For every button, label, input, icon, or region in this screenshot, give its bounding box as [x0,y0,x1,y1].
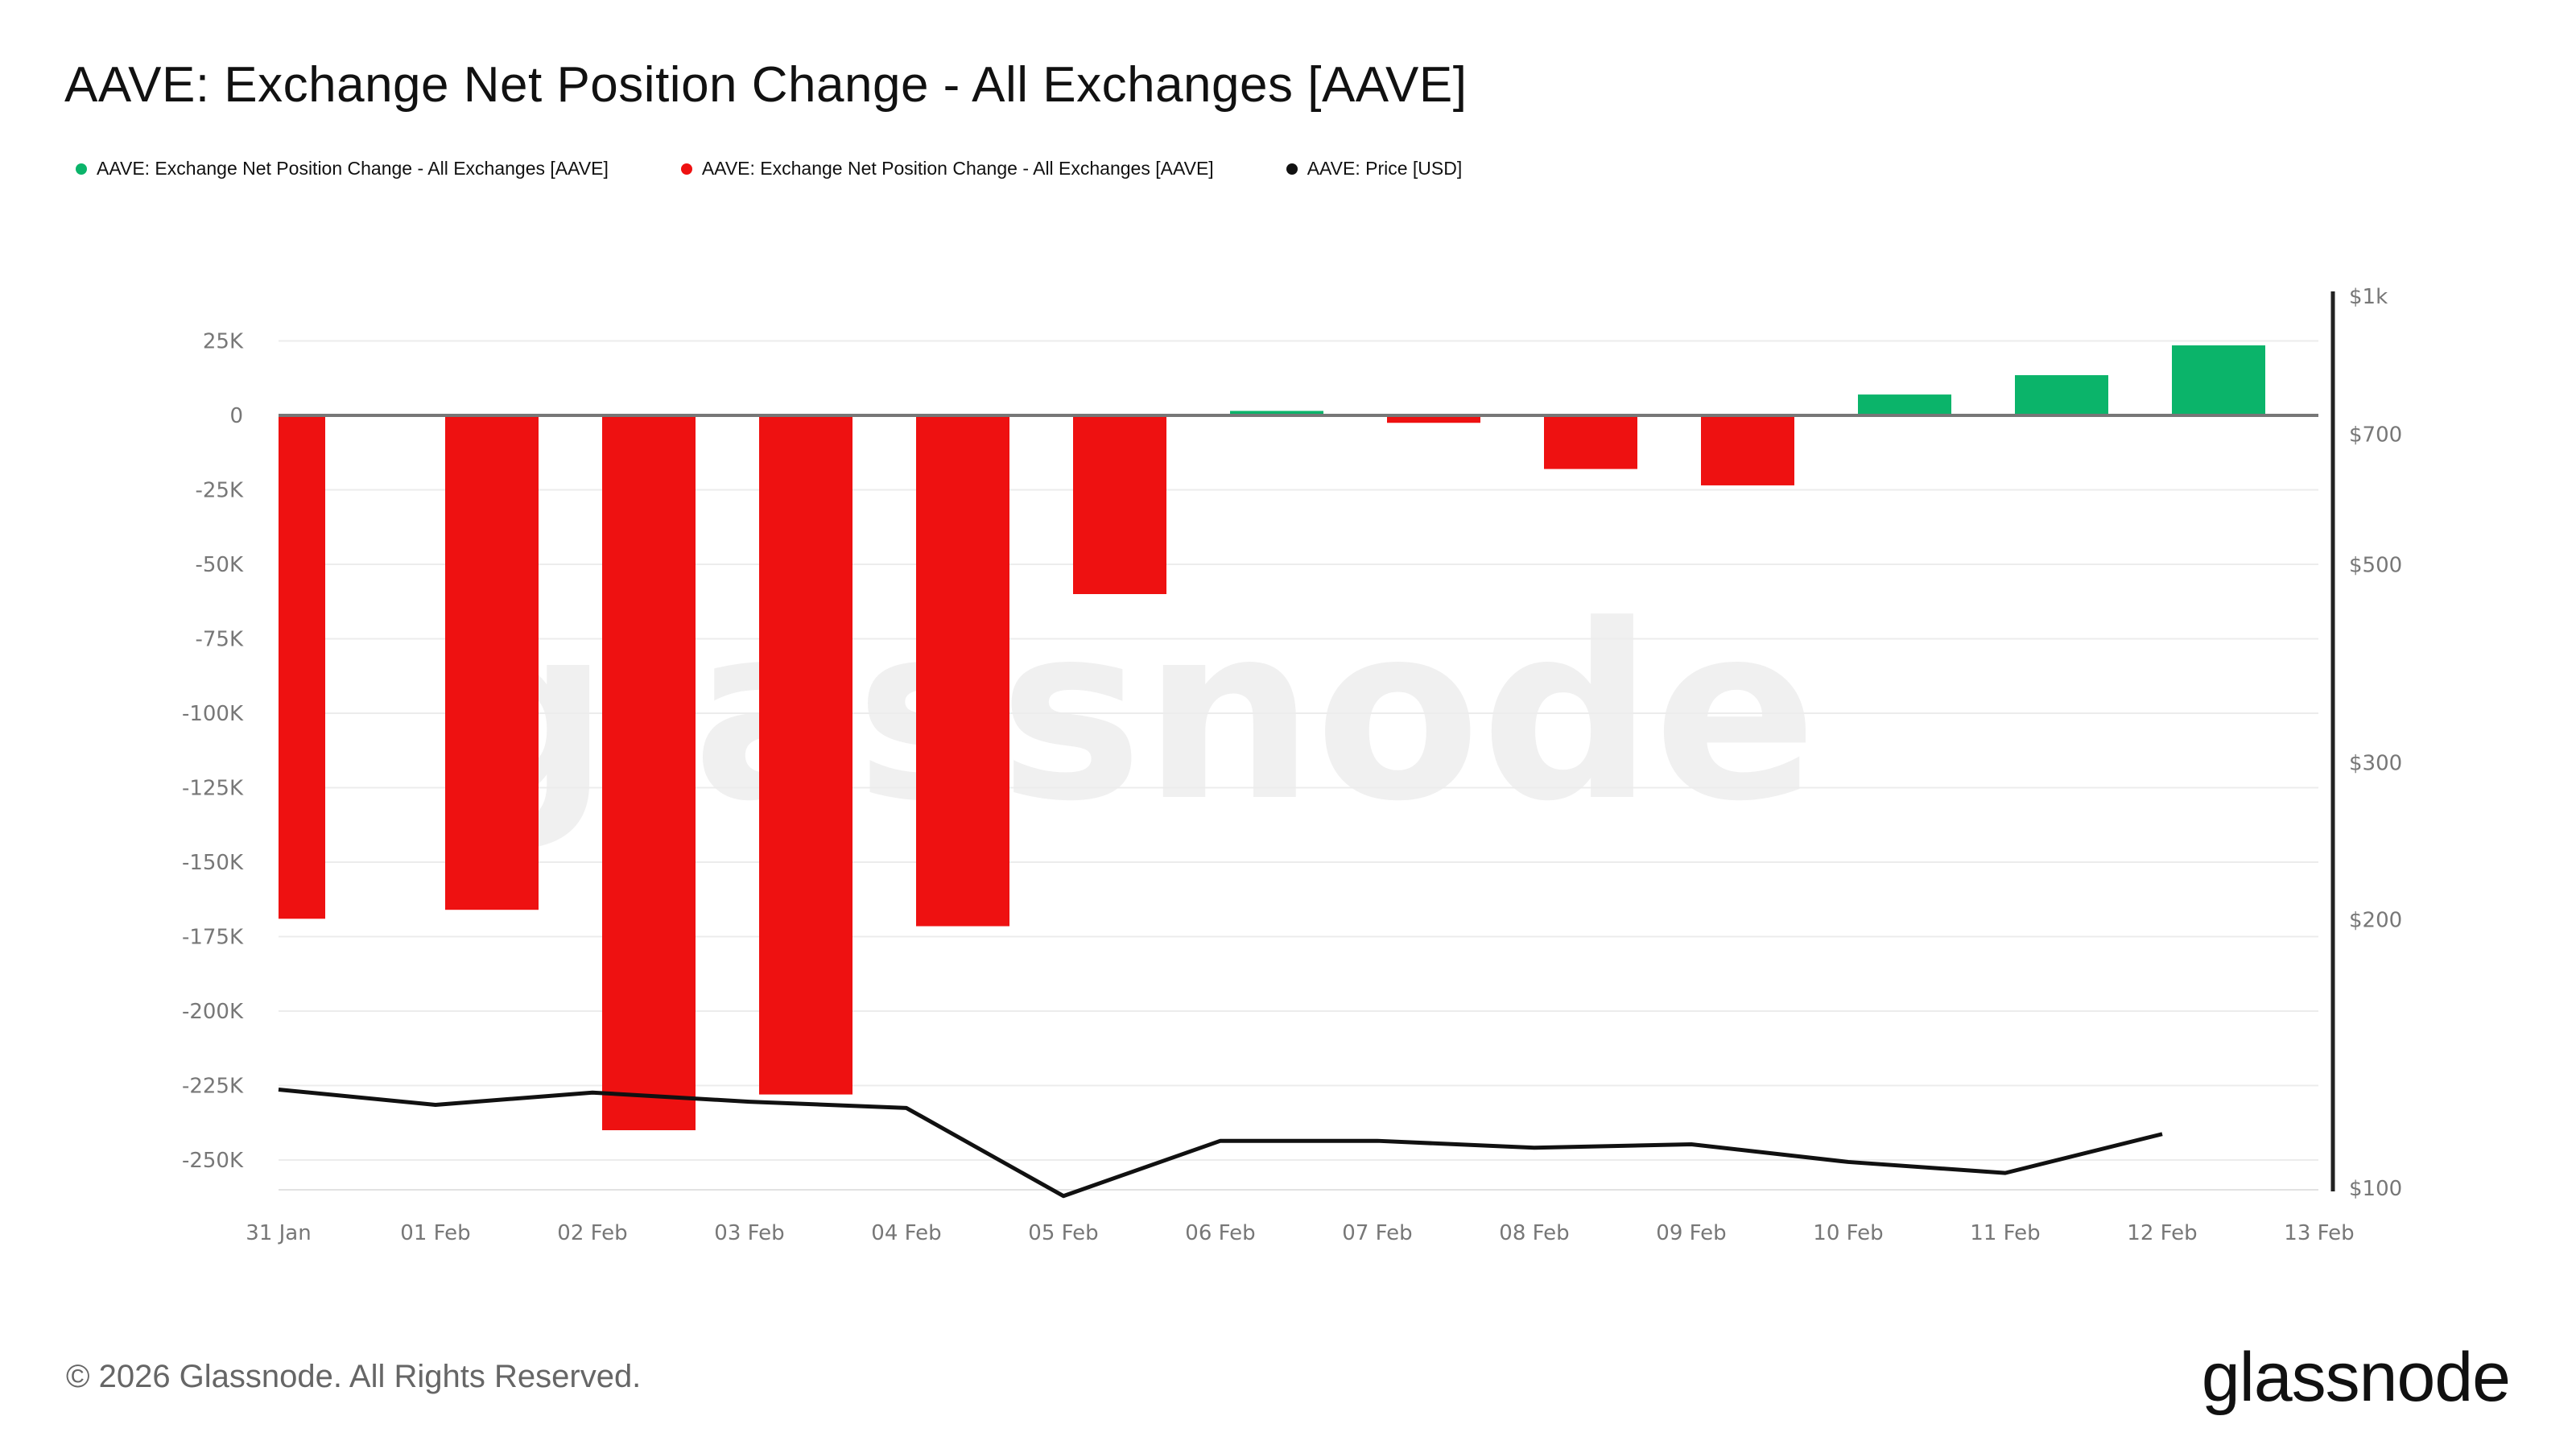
y-tick-label: -100K [182,702,244,726]
x-tick-label: 31 Jan [246,1221,311,1245]
x-tick-label: 01 Feb [400,1221,470,1245]
y-tick-label: -250K [182,1149,244,1173]
legend-label: AAVE: Exchange Net Position Change - All… [701,158,1214,179]
x-tick-label: 07 Feb [1342,1221,1412,1245]
bar-negative [1073,415,1166,594]
legend-label: AAVE: Price [USD] [1307,158,1463,179]
y-right-tick-label: $1k [2349,285,2388,309]
legend-item-inflow[interactable]: AAVE: Exchange Net Position Change - All… [76,158,609,180]
x-tick-label: 04 Feb [871,1221,941,1245]
x-tick-label: 08 Feb [1499,1221,1569,1245]
x-tick-label: 05 Feb [1028,1221,1098,1245]
legend-item-outflow[interactable]: AAVE: Exchange Net Position Change - All… [680,158,1214,180]
bar-negative [1387,415,1480,423]
bar-negative [916,415,1009,927]
x-tick-label: 02 Feb [557,1221,627,1245]
y-right-tick-label: $300 [2349,751,2402,775]
bar-positive [1230,411,1323,415]
bar-negative [1701,415,1794,485]
legend-label: AAVE: Exchange Net Position Change - All… [97,158,609,179]
y-tick-label: -125K [182,777,244,801]
bar-negative [602,415,696,1130]
chart-title: AAVE: Exchange Net Position Change - All… [64,57,1468,113]
y-tick-label: 25K [203,330,244,354]
bar-negative [1544,415,1637,469]
y-tick-label: -150K [182,851,244,875]
legend-dot-red [680,163,692,175]
bar-positive [2172,345,2265,415]
y-tick-label: -200K [182,1000,244,1024]
y-tick-label: -225K [182,1075,244,1099]
legend-dot-black [1286,163,1298,175]
copyright-text: © 2026 Glassnode. All Rights Reserved. [66,1359,642,1394]
y-tick-label: -50K [195,553,243,577]
glassnode-logo: glassnode [2201,1339,2511,1416]
bar-negative [445,415,539,910]
bar-positive [1858,394,1951,415]
x-tick-label: 12 Feb [2127,1221,2197,1245]
legend-item-price[interactable]: AAVE: Price [USD] [1286,158,1463,180]
y-tick-label: -75K [195,628,243,652]
y-right-tick-label: $700 [2349,423,2402,448]
bar-positive [2015,375,2108,415]
x-tick-label: 03 Feb [714,1221,784,1245]
legend: AAVE: Exchange Net Position Change - All… [76,158,1534,180]
bar-negative [279,415,325,919]
y-tick-label: -25K [195,479,243,503]
x-tick-label: 11 Feb [1970,1221,2040,1245]
y-right-tick-label: $100 [2349,1177,2402,1201]
x-tick-label: 13 Feb [2284,1221,2354,1245]
y-tick-label: -175K [182,926,244,950]
x-tick-label: 09 Feb [1656,1221,1726,1245]
x-tick-label: 10 Feb [1813,1221,1883,1245]
y-tick-label: 0 [229,404,243,428]
bar-negative [759,415,852,1095]
price-line [278,1087,2163,1199]
x-tick-label: 06 Feb [1185,1221,1255,1245]
y-right-tick-label: $500 [2349,554,2402,578]
legend-dot-green [76,163,87,175]
y-right-tick-label: $200 [2349,908,2402,932]
